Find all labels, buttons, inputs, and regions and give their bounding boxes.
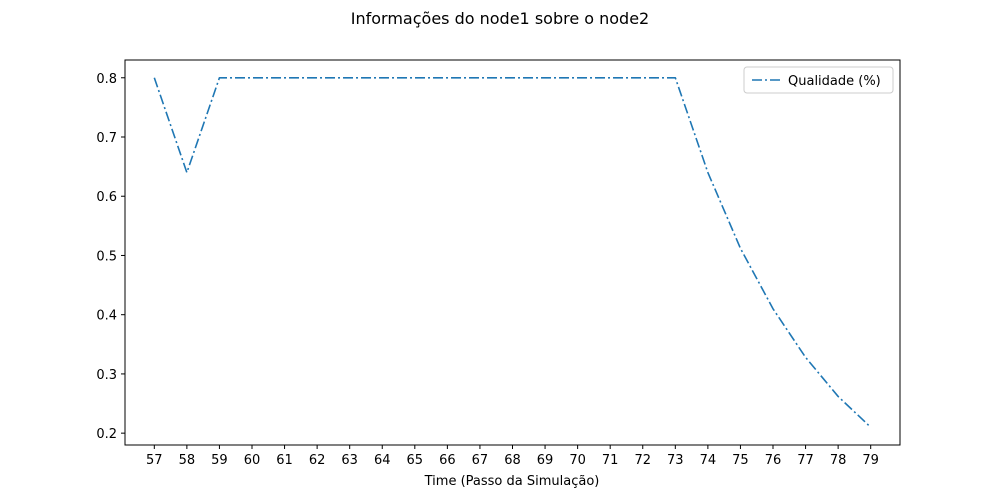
x-tick-label: 77 — [797, 453, 814, 468]
x-axis: 57 58 59 60 61 62 63 64 65 66 67 68 69 70 71 72 73 74 75 76… — [146, 445, 879, 468]
x-tick-label: 60 — [244, 453, 261, 468]
x-tick-label: 75 — [732, 453, 749, 468]
x-tick-label: 58 — [179, 453, 196, 468]
chart-title: Informações do node1 sobre o node2 — [351, 9, 649, 28]
plot-area-frame — [124, 59, 901, 446]
legend-label: Qualidade (%) — [788, 74, 881, 89]
x-tick-label: 57 — [146, 453, 163, 468]
x-tick-label: 74 — [700, 453, 717, 468]
x-tick-label: 73 — [667, 453, 684, 468]
series-layer — [153, 76, 872, 428]
y-tick-label: 0.8 — [96, 72, 117, 87]
x-tick-label: 72 — [634, 453, 651, 468]
y-tick-label: 0.7 — [96, 131, 117, 146]
x-tick-label: 79 — [862, 453, 879, 468]
x-tick-label: 61 — [276, 453, 293, 468]
x-axis-label: Time (Passo da Simulação) — [424, 474, 600, 489]
x-tick-label: 78 — [830, 453, 847, 468]
x-tick-label: 67 — [472, 453, 489, 468]
x-tick-label: 71 — [602, 453, 619, 468]
x-tick-label: 68 — [504, 453, 521, 468]
x-tick-label: 63 — [341, 453, 358, 468]
y-tick-label: 0.6 — [96, 190, 117, 205]
x-tick-label: 62 — [309, 453, 326, 468]
legend-box — [743, 66, 894, 94]
x-tick-label: 59 — [211, 453, 228, 468]
x-tick-label: 76 — [765, 453, 782, 468]
y-tick-label: 0.2 — [96, 427, 117, 442]
y-tick-label: 0.5 — [96, 249, 117, 264]
x-tick-label: 64 — [374, 453, 391, 468]
x-tick-label: 69 — [537, 453, 554, 468]
y-axis: 0.2 0.3 0.4 0.5 0.6 0.7 0.8 — [96, 72, 125, 442]
y-tick-label: 0.3 — [96, 368, 117, 383]
y-tick-label: 0.4 — [96, 309, 117, 324]
x-tick-label: 70 — [569, 453, 586, 468]
series-line — [153, 76, 872, 428]
legend: Qualidade (%) — [743, 66, 894, 94]
x-tick-label: 65 — [407, 453, 424, 468]
x-tick-label: 66 — [439, 453, 456, 468]
